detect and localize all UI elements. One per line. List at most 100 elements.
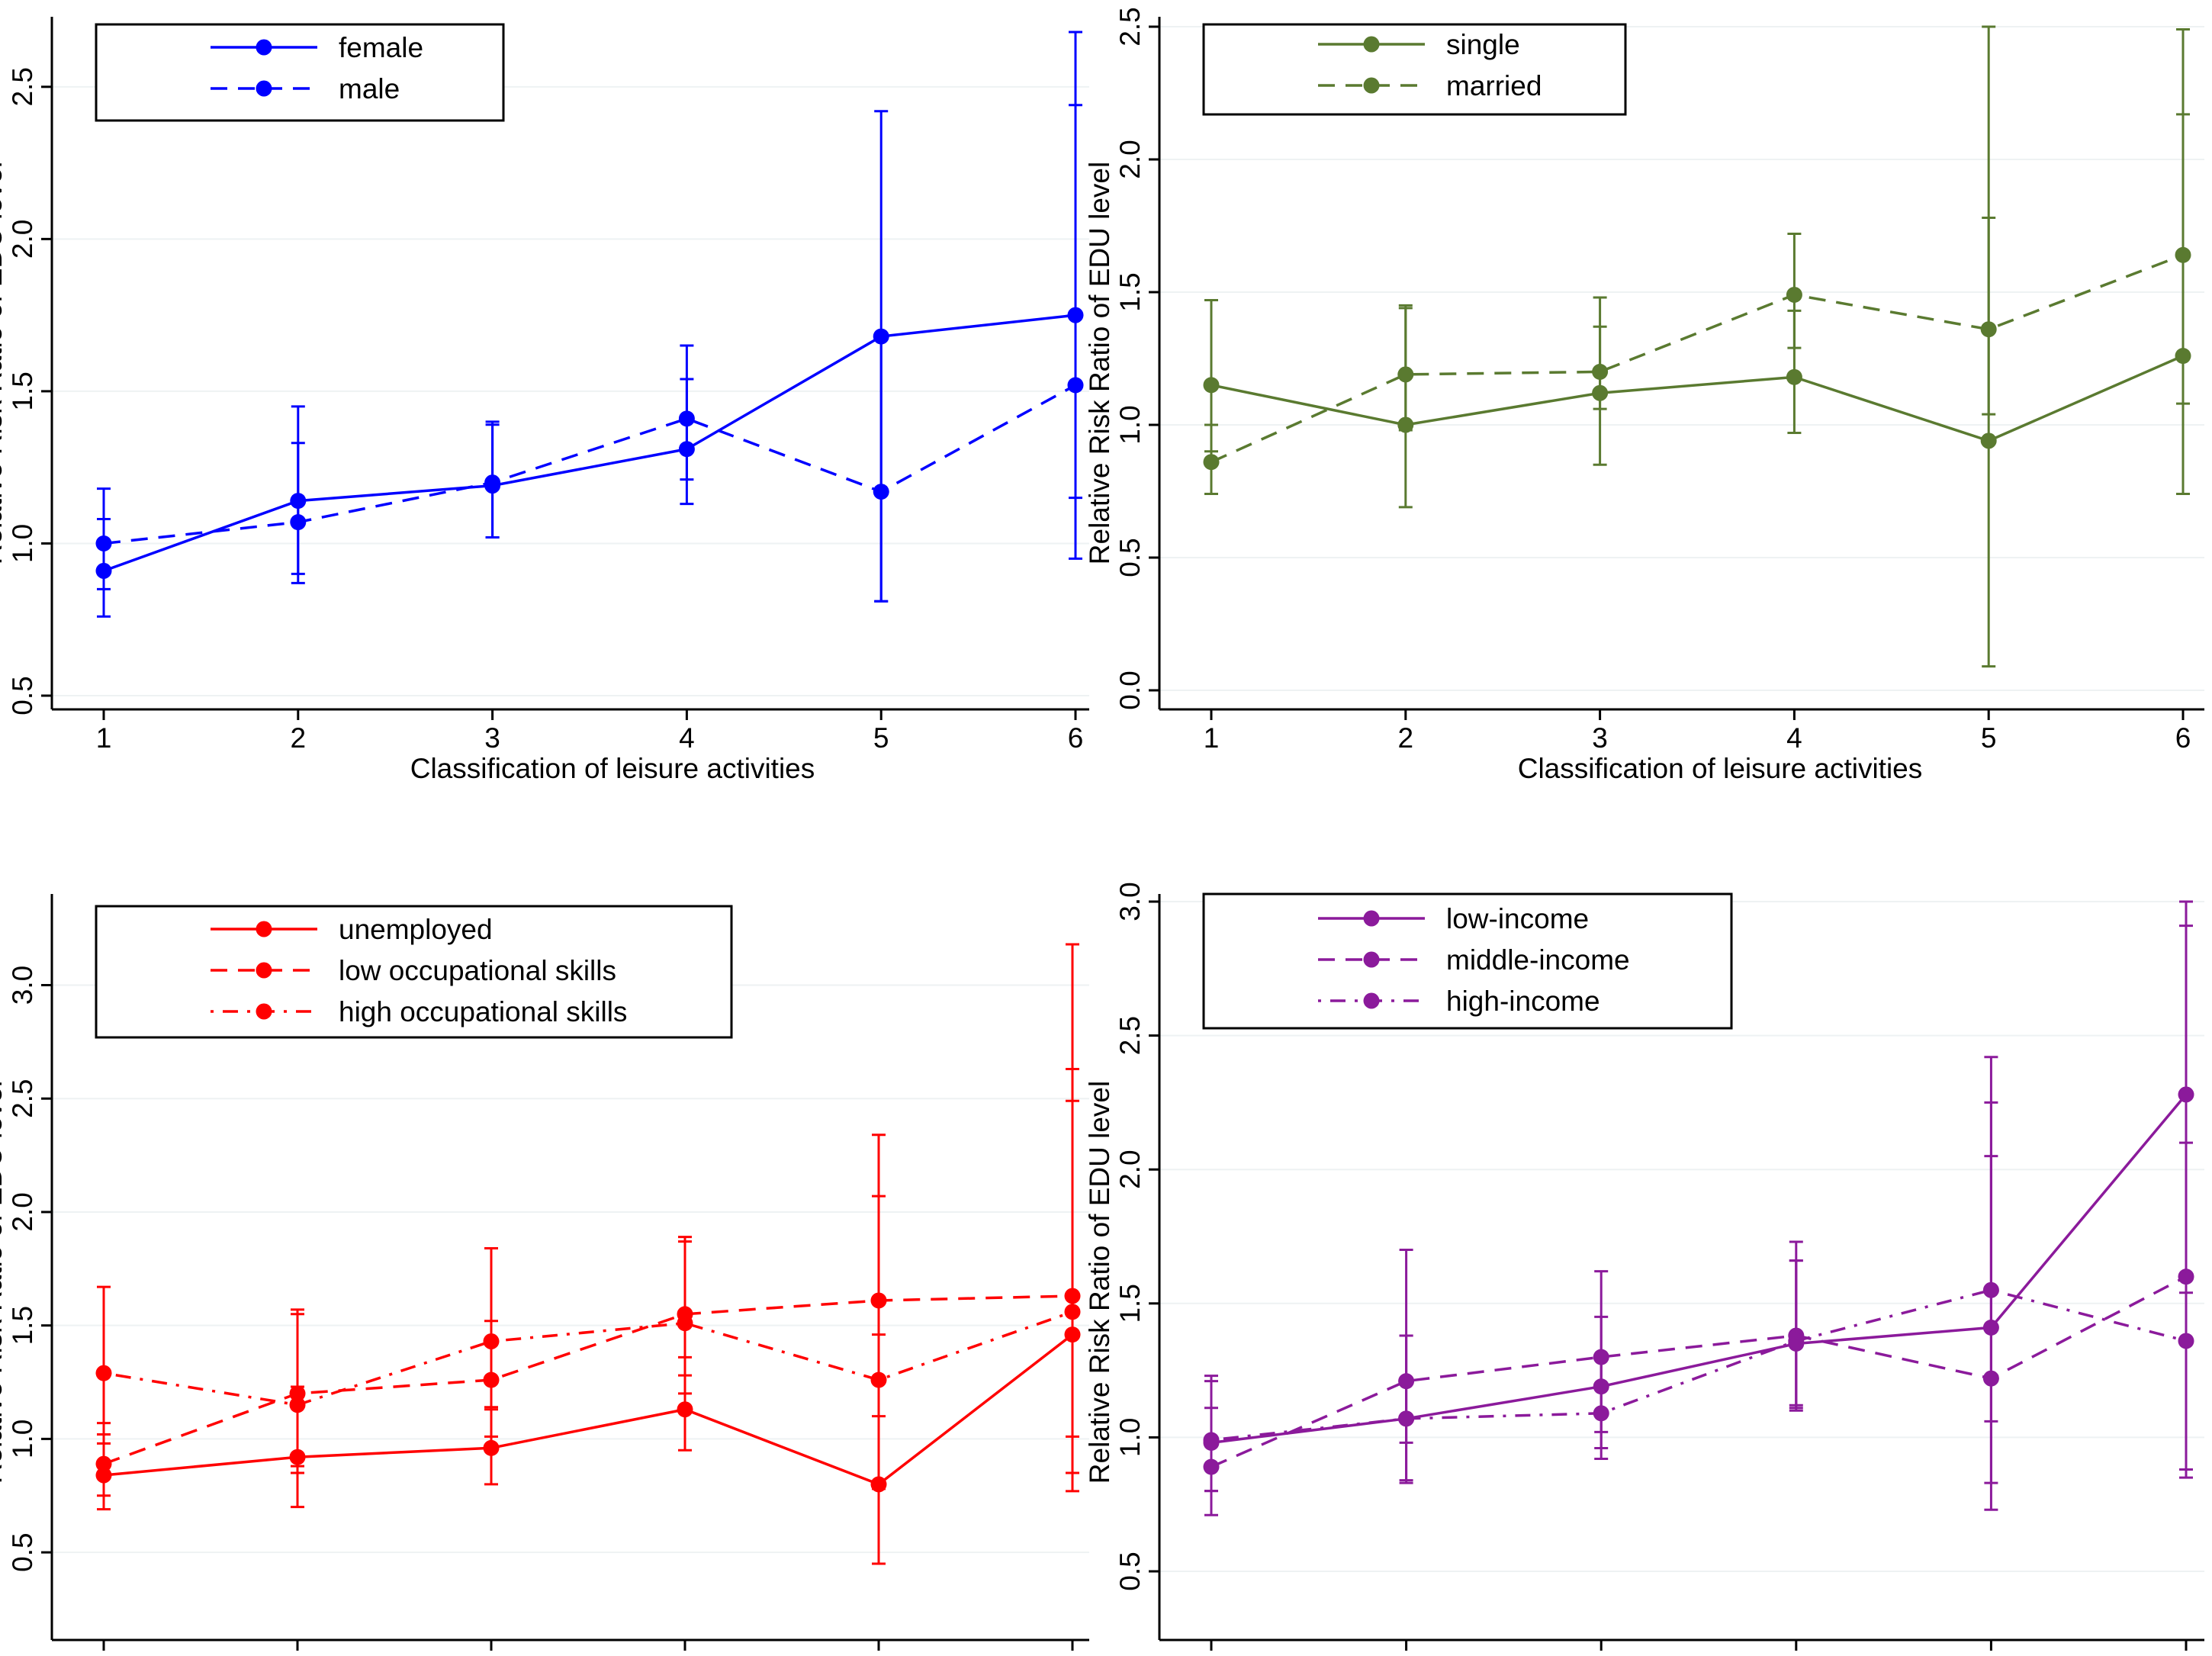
legend: unemployed low occupational skills high oc… bbox=[95, 905, 733, 1039]
y-tick-label: 0.5 bbox=[1114, 1551, 1146, 1590]
legend-marker-male bbox=[256, 80, 272, 97]
y-axis-title: Relative Risk Ratio of EDU level bbox=[0, 162, 8, 564]
data-point bbox=[1786, 286, 1802, 303]
series-line bbox=[103, 384, 1076, 545]
data-point bbox=[1067, 377, 1084, 394]
series-single bbox=[1203, 25, 2191, 668]
data-point bbox=[870, 1371, 887, 1388]
data-point bbox=[1786, 368, 1802, 385]
series-line bbox=[103, 1294, 1073, 1465]
data-point bbox=[1064, 1304, 1081, 1320]
series-line bbox=[1210, 1275, 2187, 1468]
data-point bbox=[677, 1315, 693, 1332]
data-point bbox=[1203, 454, 1220, 471]
data-point bbox=[95, 1455, 112, 1472]
x-tick-label: 2 bbox=[291, 722, 307, 754]
series-married bbox=[1203, 27, 2191, 495]
series-male bbox=[95, 31, 1084, 603]
x-tick-label: 4 bbox=[677, 1653, 693, 1656]
x-tick-label: 2 bbox=[290, 1653, 306, 1656]
x-tick-label: 5 bbox=[1981, 722, 1997, 754]
x-tick-label: 4 bbox=[679, 722, 695, 754]
y-tick-label: 1.0 bbox=[1114, 405, 1146, 444]
legend: female male bbox=[95, 23, 505, 122]
y-axis-title: Relative Risk Ratio of EDU level bbox=[1084, 1081, 1115, 1484]
x-tick-label: 1 bbox=[1204, 1653, 1220, 1656]
legend-marker-female bbox=[256, 39, 272, 56]
y-tick-label: 3.0 bbox=[7, 966, 38, 1005]
y-tick-label: 1.5 bbox=[1114, 272, 1146, 311]
y-axis-title: Relative Risk Ratio of EDU level bbox=[0, 1081, 8, 1484]
x-axis-title: Classification of leisure activities bbox=[1518, 753, 1923, 784]
y-tick-label: 3.0 bbox=[1114, 882, 1146, 921]
legend-label-unemployed: unemployed bbox=[339, 914, 493, 945]
legend-marker-unemployed bbox=[256, 921, 272, 937]
y-tick-label: 2.0 bbox=[7, 220, 38, 259]
legend-marker-low-occupational-skills bbox=[256, 962, 272, 979]
y-tick-label: 2.0 bbox=[1114, 1150, 1146, 1188]
legend: low-income middle-income high-income bbox=[1202, 892, 1733, 1030]
data-point bbox=[290, 514, 307, 531]
x-tick-label: 4 bbox=[1789, 1653, 1805, 1656]
data-point bbox=[483, 1439, 500, 1456]
data-point bbox=[483, 1333, 500, 1349]
data-point bbox=[1592, 363, 1609, 380]
x-tick-label: 2 bbox=[1398, 722, 1414, 754]
legend-label-male: male bbox=[339, 73, 400, 105]
legend-label-high-income: high-income bbox=[1446, 986, 1600, 1017]
series-line bbox=[103, 314, 1076, 573]
data-point bbox=[677, 1401, 693, 1418]
y-tick-label: 1.5 bbox=[1114, 1284, 1146, 1323]
x-tick-label: 5 bbox=[873, 722, 889, 754]
y-tick-label: 1.5 bbox=[7, 1306, 38, 1345]
y-tick-label: 2.0 bbox=[7, 1192, 38, 1231]
y-tick-label: 2.0 bbox=[1114, 140, 1146, 178]
y-tick-label: 0.0 bbox=[1114, 670, 1146, 709]
data-point bbox=[1980, 321, 1997, 338]
y-tick-label: 0.5 bbox=[7, 1532, 38, 1571]
legend-label-single: single bbox=[1446, 29, 1520, 60]
series-line bbox=[1210, 1288, 2187, 1442]
panel-gender: 0.5 1.0 1.5 2.0 2.5 1 2 3 4 5 6 Classification of l… bbox=[0, 17, 1089, 784]
series-line bbox=[103, 1310, 1073, 1407]
data-point bbox=[1593, 1405, 1609, 1422]
y-tick-label: 1.0 bbox=[7, 524, 38, 563]
x-tick-label: 3 bbox=[484, 722, 500, 754]
x-tick-label: 1 bbox=[96, 1653, 112, 1656]
y-axis-title: Relative Risk Ratio of EDU level bbox=[1084, 162, 1115, 564]
legend-label-low-occupational-skills: low occupational skills bbox=[339, 955, 616, 986]
y-tick-label: 1.0 bbox=[1114, 1418, 1146, 1457]
x-tick-label: 4 bbox=[1786, 722, 1802, 754]
y-tick-label: 1.0 bbox=[7, 1420, 38, 1458]
legend-marker-high-income bbox=[1363, 992, 1380, 1009]
legend-box bbox=[1202, 892, 1733, 1030]
x-tick-label: 3 bbox=[1592, 722, 1608, 754]
x-tick-label: 6 bbox=[1068, 722, 1084, 754]
legend-label-high-occupational-skills: high occupational skills bbox=[339, 996, 627, 1027]
panel-occupation: 0.51.01.52.02.53.0123456Classification o… bbox=[0, 894, 1089, 1656]
x-tick-label: 6 bbox=[1065, 1653, 1081, 1656]
x-tick-label: 5 bbox=[1983, 1653, 1999, 1656]
series-high-occupational-skills bbox=[95, 1099, 1081, 1490]
series-unemployed bbox=[95, 1068, 1081, 1565]
data-point bbox=[95, 535, 112, 551]
series-high-income bbox=[1203, 1141, 2194, 1493]
series-line bbox=[1210, 354, 2184, 442]
y-tick-label: 0.5 bbox=[7, 676, 38, 715]
x-tick-label: 6 bbox=[2178, 1653, 2194, 1656]
series-line bbox=[1210, 253, 2184, 464]
legend-box bbox=[95, 23, 505, 122]
data-point bbox=[2178, 1333, 2194, 1349]
legend-label-low-income: low-income bbox=[1446, 903, 1589, 934]
series-line bbox=[1210, 1093, 2188, 1445]
data-point bbox=[484, 474, 501, 491]
x-tick-label: 3 bbox=[1593, 1653, 1609, 1656]
data-point bbox=[1203, 1432, 1220, 1449]
x-tick-label: 3 bbox=[484, 1653, 500, 1656]
series-line bbox=[103, 1333, 1074, 1486]
x-tick-label: 6 bbox=[2175, 722, 2191, 754]
panel-marital-status: 0.0 0.5 1.0 1.5 2.0 2.5 1 2 3 4 5 6 Classification o… bbox=[1084, 7, 2204, 784]
x-tick-label: 5 bbox=[871, 1653, 887, 1656]
legend-box bbox=[95, 905, 733, 1039]
data-point bbox=[1982, 1281, 1999, 1298]
